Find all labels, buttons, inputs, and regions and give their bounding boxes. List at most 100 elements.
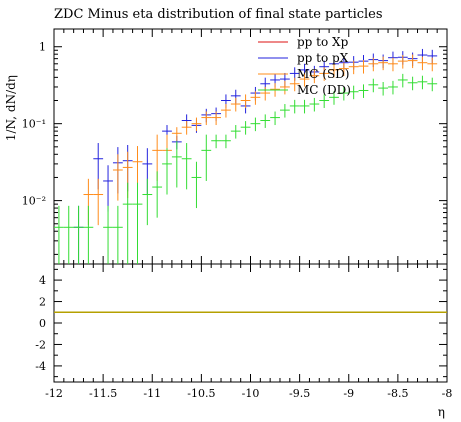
data-point bbox=[83, 205, 94, 264]
data-point bbox=[54, 205, 64, 264]
x-tick-label: -9.5 bbox=[289, 387, 310, 400]
data-point bbox=[299, 72, 310, 87]
data-point bbox=[240, 94, 251, 108]
ratio-panel bbox=[53, 263, 448, 383]
data-point bbox=[348, 60, 359, 75]
data-point bbox=[358, 60, 369, 74]
legend-entry: MC (SD) bbox=[258, 67, 350, 81]
data-point bbox=[368, 57, 379, 72]
data-point bbox=[338, 86, 349, 101]
data-point bbox=[171, 141, 182, 188]
data-point bbox=[103, 165, 113, 212]
top-panel-frame bbox=[53, 28, 448, 265]
data-point bbox=[338, 62, 349, 77]
x-tick-label: -11.5 bbox=[89, 387, 117, 400]
data-point bbox=[270, 111, 280, 126]
data-point bbox=[388, 80, 398, 95]
legend-entry: pp to Xp bbox=[258, 35, 349, 49]
data-point bbox=[368, 78, 379, 93]
data-point bbox=[378, 82, 389, 96]
data-point bbox=[250, 91, 261, 105]
data-point bbox=[388, 57, 398, 72]
data-point bbox=[181, 121, 192, 135]
legend: pp to Xp pp to pX MC (SD) MC (DD) bbox=[258, 35, 351, 97]
data-point bbox=[299, 99, 310, 114]
ratio-y-tick-label: -4 bbox=[35, 360, 46, 373]
data-point bbox=[348, 85, 359, 100]
data-point bbox=[201, 134, 212, 181]
x-tick-label: -11 bbox=[143, 387, 161, 400]
x-tick-label: -8.5 bbox=[387, 387, 408, 400]
y-tick-label: 1 bbox=[39, 41, 46, 54]
ratio-y-tick-label: 2 bbox=[39, 296, 46, 309]
data-point bbox=[132, 182, 143, 264]
data-point bbox=[427, 77, 438, 92]
data-point bbox=[171, 127, 182, 141]
data-point bbox=[319, 67, 330, 81]
data-point bbox=[112, 154, 123, 201]
x-tick-label: -9 bbox=[343, 387, 354, 400]
data-point bbox=[329, 91, 339, 105]
data-point bbox=[191, 161, 202, 209]
data-point bbox=[397, 73, 408, 88]
data-point bbox=[309, 97, 320, 112]
top-panel bbox=[53, 28, 448, 265]
ratio-y-tick-label: -2 bbox=[35, 338, 46, 351]
y-tick-label: 10⁻² bbox=[22, 195, 46, 208]
data-point bbox=[289, 99, 300, 114]
data-point bbox=[417, 75, 428, 90]
data-point bbox=[279, 80, 290, 95]
data-point bbox=[103, 205, 113, 264]
data-point bbox=[230, 97, 241, 112]
legend-label: pp to pX bbox=[297, 51, 349, 65]
data-point bbox=[260, 86, 271, 101]
x-tick-label: -8 bbox=[442, 387, 453, 400]
data-point bbox=[152, 171, 163, 218]
ratio-y-tick-label: 0 bbox=[39, 317, 46, 330]
series-mc-dd- bbox=[54, 73, 438, 264]
data-point bbox=[289, 77, 300, 92]
data-point bbox=[358, 84, 369, 98]
data-point bbox=[93, 178, 104, 226]
data-point bbox=[427, 57, 438, 72]
legend-entry: MC (DD) bbox=[258, 83, 351, 97]
data-point bbox=[329, 63, 339, 78]
y-axis-label: 1/N, dN/dη bbox=[4, 75, 18, 141]
data-point bbox=[260, 114, 271, 128]
series-mc-sd- bbox=[83, 54, 438, 226]
data-point bbox=[181, 143, 192, 190]
legend-label: MC (SD) bbox=[297, 67, 350, 81]
data-point bbox=[191, 117, 202, 132]
data-point bbox=[309, 69, 320, 84]
ratio-panel-frame bbox=[53, 263, 448, 383]
data-point bbox=[407, 76, 418, 91]
data-point bbox=[279, 104, 290, 118]
data-point bbox=[221, 104, 231, 118]
data-point bbox=[240, 121, 251, 135]
data-point bbox=[230, 125, 241, 139]
data-point bbox=[63, 205, 74, 264]
top-ticks: 1 10⁻¹ 10⁻² bbox=[22, 29, 448, 264]
data-point bbox=[211, 111, 222, 126]
data-point bbox=[73, 205, 84, 264]
x-tick-label: -10 bbox=[242, 387, 260, 400]
bottom-ticks: -12 -11.5 -11 -10.5 -10 -9.5 -9 -8.5 -8 4 2 0 -2 -4 bbox=[35, 264, 452, 400]
data-point bbox=[250, 117, 261, 132]
legend-label: pp to Xp bbox=[297, 35, 349, 49]
data-point bbox=[142, 178, 153, 226]
data-point bbox=[378, 56, 389, 71]
data-point bbox=[319, 94, 330, 108]
data-point bbox=[122, 182, 133, 264]
data-point bbox=[211, 134, 222, 149]
legend-label: MC (DD) bbox=[297, 83, 351, 97]
data-point bbox=[201, 111, 212, 126]
data-point bbox=[407, 54, 418, 69]
x-tick-label: -12 bbox=[45, 387, 63, 400]
data-point bbox=[417, 56, 428, 71]
x-tick-label: -10.5 bbox=[187, 387, 215, 400]
series-layer bbox=[54, 48, 438, 264]
data-point bbox=[397, 55, 408, 69]
ratio-y-tick-label: 4 bbox=[39, 274, 46, 287]
legend-entry: pp to pX bbox=[258, 51, 349, 65]
x-axis-label: η bbox=[438, 405, 445, 419]
